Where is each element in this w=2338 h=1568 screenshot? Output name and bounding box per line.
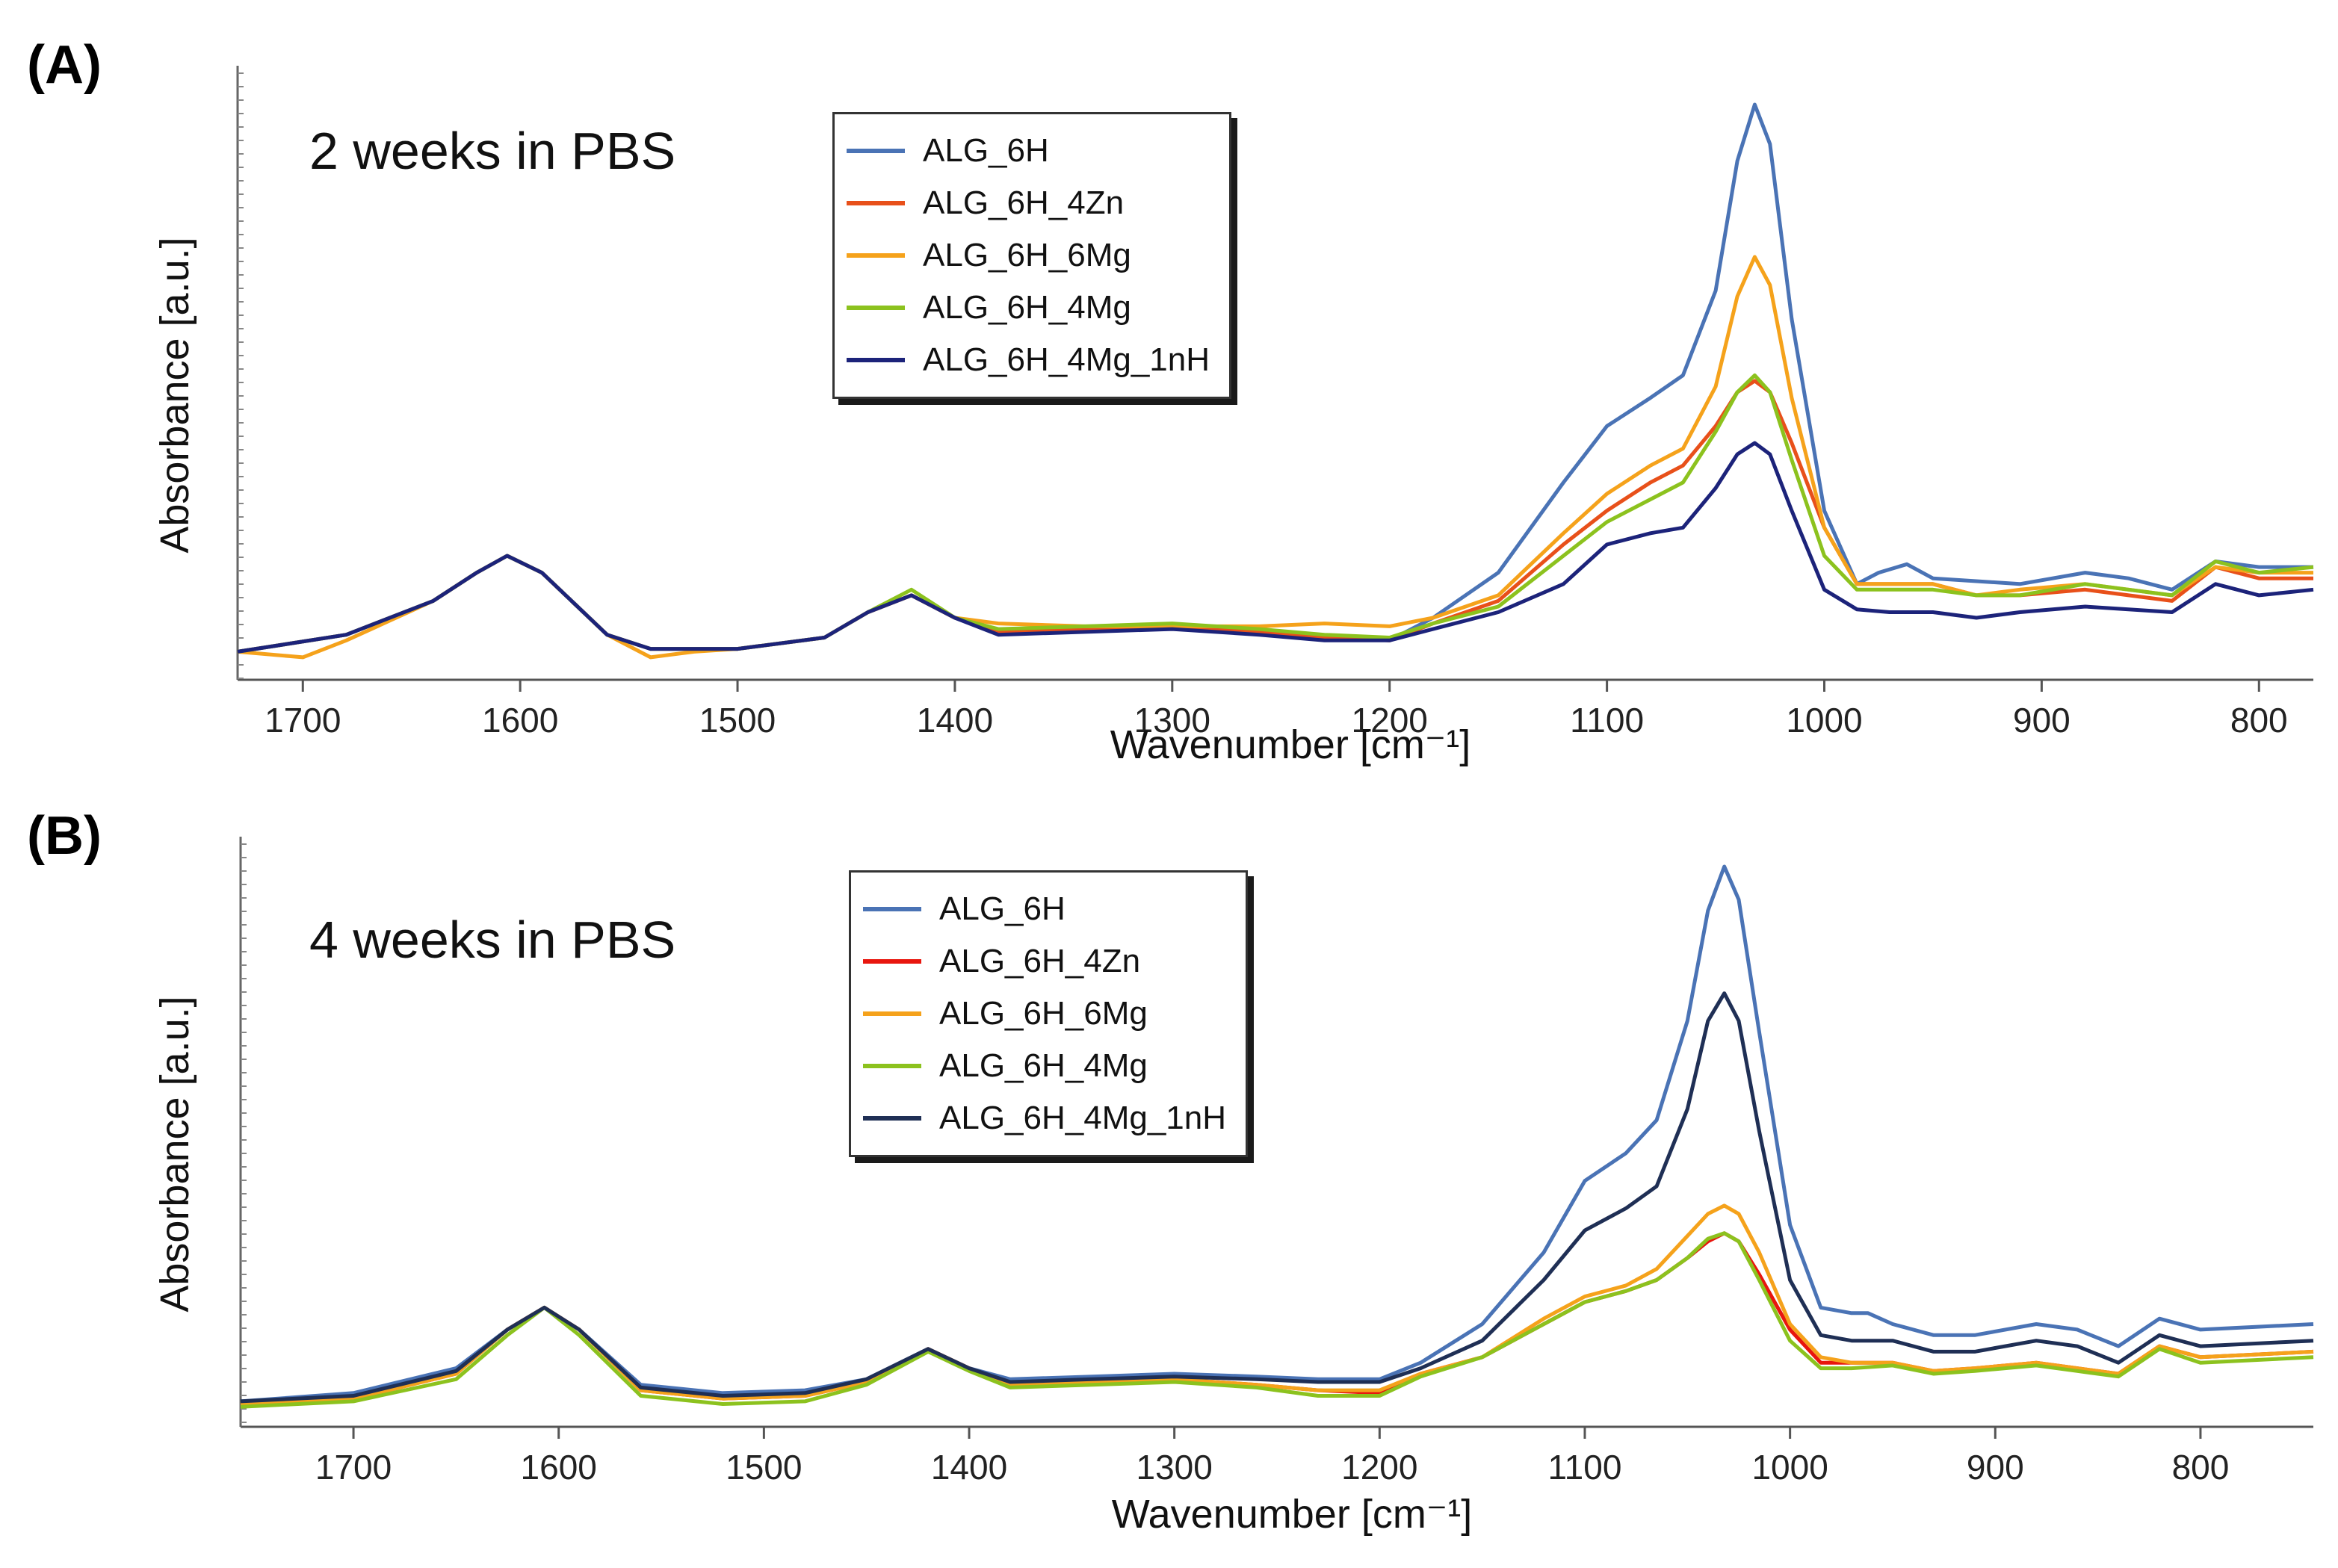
x-tick-label: 1300 — [1134, 701, 1210, 740]
legend-swatch — [847, 201, 905, 205]
legend-entry: ALG_6H — [847, 125, 1210, 177]
legend-label: ALG_6H_6Mg — [923, 237, 1131, 273]
x-tick-label: 1000 — [1751, 1448, 1828, 1487]
x-tick-label: 1600 — [482, 701, 558, 740]
panel-b-x-axis-title: Wavenumber [cm⁻¹] — [1112, 1492, 1473, 1537]
legend-entry: ALG_6H_6Mg — [847, 229, 1210, 282]
x-tick-label: 1300 — [1136, 1448, 1213, 1487]
panel-b-label: (B) — [27, 806, 102, 866]
legend-swatch — [847, 306, 905, 310]
legend-entry: ALG_6H_4Mg_1nH — [863, 1092, 1226, 1144]
x-tick-label: 1400 — [931, 1448, 1007, 1487]
series-line-alg-6h — [240, 864, 2314, 1404]
x-tick-label: 1000 — [1786, 701, 1862, 740]
legend-entry: ALG_6H_6Mg — [863, 988, 1226, 1040]
x-tick-label: 800 — [2230, 701, 2288, 740]
legend-entry: ALG_6H_4Mg — [863, 1040, 1226, 1092]
series-line-alg-6h-4mg-1nh — [240, 991, 2314, 1404]
legend-label: ALG_6H_4Mg_1nH — [923, 341, 1210, 378]
panel-b-legend: ALG_6H ALG_6H_4Zn ALG_6H_6Mg ALG_6H_4Mg … — [849, 870, 1249, 1157]
panel-a-legend: ALG_6H ALG_6H_4Zn ALG_6H_6Mg ALG_6H_4Mg … — [832, 112, 1232, 399]
series-line-alg-6h-4mg — [240, 1231, 2314, 1409]
x-tick-label: 1200 — [1352, 701, 1428, 740]
legend-label: ALG_6H_4Zn — [939, 943, 1141, 979]
x-tick-label: 1700 — [265, 701, 341, 740]
x-tick-label: 1500 — [699, 701, 776, 740]
x-tick-label: 1200 — [1341, 1448, 1417, 1487]
series-line-alg-6h-4zn — [237, 379, 2313, 654]
legend-swatch — [847, 253, 905, 258]
legend-swatch — [847, 358, 905, 362]
legend-label: ALG_6H_4Mg_1nH — [939, 1100, 1227, 1136]
legend-entry: ALG_6H_4Zn — [847, 177, 1210, 229]
legend-entry: ALG_6H — [863, 883, 1226, 935]
legend-swatch — [863, 1011, 921, 1016]
series-line-alg-6h-4mg-1nh — [237, 441, 2314, 654]
legend-label: ALG_6H_4Mg — [923, 289, 1131, 326]
panel-b-y-axis-title: Absorbance [a.u.] — [152, 996, 197, 1312]
legend-swatch — [847, 149, 905, 153]
legend-label: ALG_6H — [923, 132, 1049, 169]
legend-label: ALG_6H_4Mg — [939, 1047, 1148, 1084]
panel-b-condition-annotation: 4 weeks in PBS — [309, 911, 676, 969]
series-line-alg-6h — [237, 102, 2313, 654]
legend-entry: ALG_6H_4Zn — [863, 935, 1226, 988]
x-tick-label: 1100 — [1570, 701, 1644, 740]
x-tick-label: 1500 — [726, 1448, 802, 1487]
panel-a-x-axis-title: Wavenumber [cm⁻¹] — [1110, 722, 1471, 767]
legend-label: ALG_6H_4Zn — [923, 185, 1125, 221]
legend-entry: ALG_6H_4Mg — [847, 282, 1210, 334]
x-tick-label: 800 — [2172, 1448, 2230, 1487]
x-tick-label: 900 — [1967, 1448, 2024, 1487]
legend-swatch — [863, 907, 921, 911]
panel-a-y-axis-title: Absorbance [a.u.] — [152, 237, 197, 553]
legend-entry: ALG_6H_4Mg_1nH — [847, 334, 1210, 386]
panel-a-condition-annotation: 2 weeks in PBS — [309, 122, 676, 180]
panel-a-label: (A) — [27, 35, 102, 95]
series-line-alg-6h-6mg — [240, 1203, 2314, 1406]
x-tick-label: 1600 — [521, 1448, 597, 1487]
x-tick-label: 900 — [2013, 701, 2071, 740]
legend-label: ALG_6H — [939, 890, 1066, 927]
series-line-alg-6h-4mg — [237, 373, 2314, 654]
x-tick-label: 1400 — [917, 701, 993, 740]
legend-swatch — [863, 1116, 921, 1121]
legend-label: ALG_6H_6Mg — [939, 995, 1148, 1032]
legend-swatch — [863, 1064, 921, 1068]
legend-swatch — [863, 959, 921, 964]
series-line-alg-6h-6mg — [237, 255, 2313, 660]
x-tick-label: 1700 — [315, 1448, 392, 1487]
x-tick-label: 1100 — [1548, 1448, 1622, 1487]
